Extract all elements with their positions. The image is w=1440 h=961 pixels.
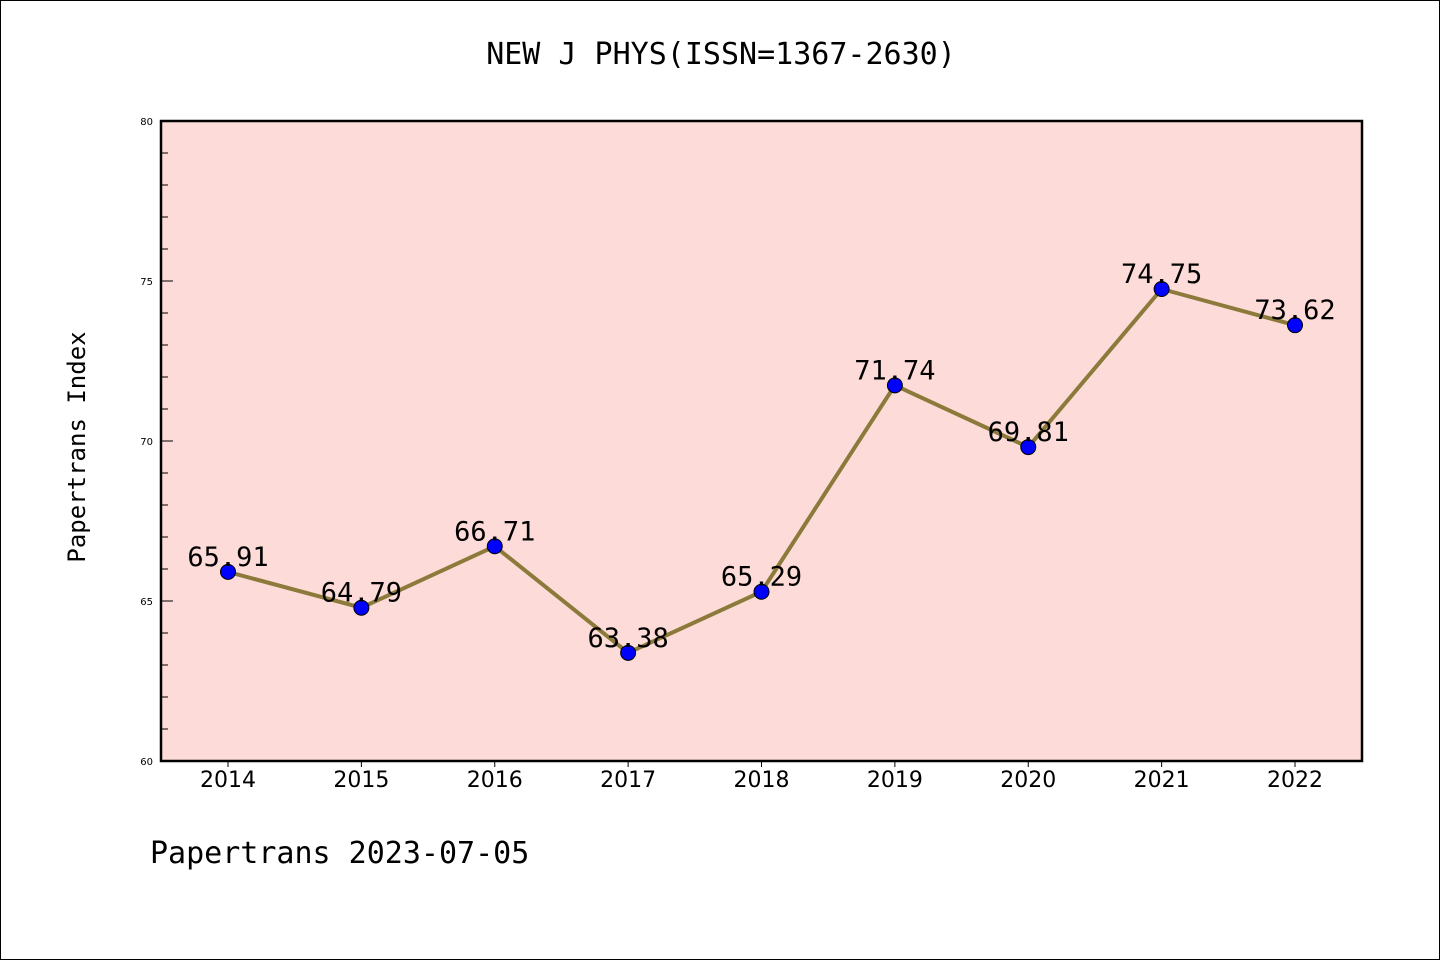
x-tick-label: 2021	[1134, 768, 1190, 793]
y-tick-label: 70	[140, 437, 153, 448]
data-label: 65.29	[721, 562, 802, 593]
data-point	[886, 377, 903, 394]
x-tick-label: 2014	[200, 768, 256, 793]
y-tick-label: 75	[140, 277, 153, 288]
data-point	[1020, 439, 1037, 456]
plot-area	[161, 121, 1362, 761]
chart-title: NEW J PHYS(ISSN=1367-2630)	[486, 37, 956, 72]
y-tick-label: 60	[140, 757, 153, 768]
x-tick-label: 2017	[600, 768, 656, 793]
x-tick-label: 2015	[333, 768, 389, 793]
data-label: 63.38	[587, 623, 668, 654]
data-label: 65.91	[187, 542, 268, 573]
x-axis-ticks: 2014 2015 2016 2017 2018 2019 2020 2021 2022	[200, 761, 1323, 793]
x-tick-label: 2016	[467, 768, 523, 793]
data-point	[620, 644, 637, 661]
data-label: 71.74	[854, 355, 935, 386]
data-label: 64.79	[321, 578, 402, 609]
data-point	[753, 583, 770, 600]
x-tick-label: 2022	[1267, 768, 1323, 793]
data-point	[1287, 317, 1303, 334]
data-point	[353, 599, 370, 616]
data-point	[220, 563, 236, 580]
x-tick-label: 2019	[867, 768, 923, 793]
footer-note: Papertrans 2023-07-05	[150, 836, 530, 871]
data-label: 74.75	[1121, 259, 1202, 290]
data-label: 69.81	[988, 417, 1069, 448]
y-tick-label: 80	[140, 117, 153, 128]
data-point	[486, 538, 503, 555]
x-tick-label: 2020	[1000, 768, 1056, 793]
plot-frame	[159, 119, 1364, 763]
data-point	[1153, 281, 1170, 297]
data-label: 66.71	[454, 516, 535, 547]
y-tick-label: 65	[140, 597, 153, 608]
data-label: 73.62	[1254, 295, 1335, 326]
series-group: 65.91 64.79 66.71 63.38 65.29 71.74 69.81 74.75…	[187, 259, 1336, 661]
x-tick-label: 2018	[734, 768, 790, 793]
